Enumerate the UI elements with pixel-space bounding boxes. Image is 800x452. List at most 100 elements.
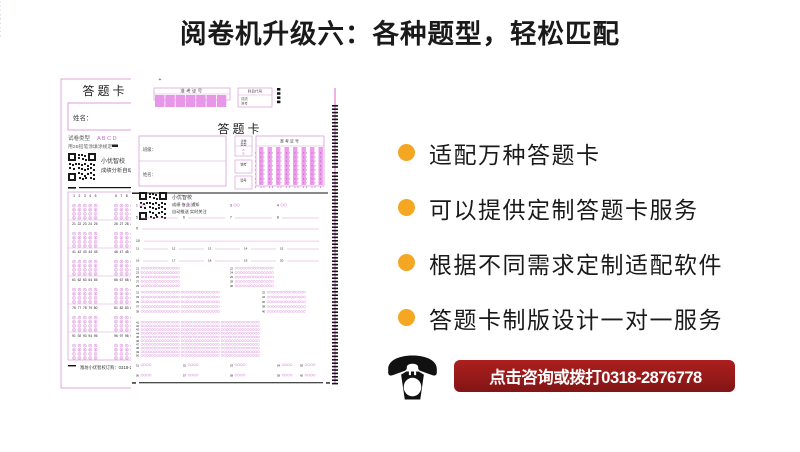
svg-text:82: 82 [120, 306, 124, 310]
svg-text:47: 47 [120, 250, 124, 254]
svg-text:8: 8 [0, 36, 1, 38]
svg-text:潍坊小优智校订购：0318-28: 潍坊小优智校订购：0318-28 [80, 364, 135, 371]
svg-text:24: 24 [88, 222, 92, 226]
svg-text:27: 27 [120, 222, 124, 226]
svg-text:14: 14 [244, 247, 248, 251]
svg-text:姓名：: 姓名： [143, 171, 156, 178]
svg-text:验号: 验号 [240, 178, 246, 183]
svg-text:37: 37 [136, 305, 140, 309]
svg-text:91: 91 [72, 334, 76, 338]
svg-text:15: 15 [280, 247, 284, 251]
svg-text:4: 4 [0, 19, 1, 21]
svg-text:80: 80 [94, 306, 98, 310]
svg-text:67: 67 [120, 278, 124, 282]
svg-text:22: 22 [230, 266, 234, 270]
svg-text:54: 54 [277, 363, 281, 367]
svg-text:52: 52 [183, 363, 187, 367]
svg-text:55: 55 [300, 363, 304, 367]
svg-text:61: 61 [72, 278, 76, 282]
svg-text:准考证号: 准考证号 [180, 88, 203, 95]
svg-text:7: 7 [0, 32, 1, 34]
svg-text:78: 78 [83, 306, 87, 310]
svg-text:43: 43 [83, 250, 87, 254]
svg-text:76: 76 [72, 306, 76, 310]
svg-text:66: 66 [114, 278, 118, 282]
svg-text:答题卡: 答题卡 [82, 83, 127, 98]
svg-text:试卷类型: 试卷类型 [68, 134, 91, 142]
svg-text:48: 48 [125, 250, 129, 254]
svg-text:22: 22 [78, 222, 82, 226]
svg-text:准考证号: 准考证号 [280, 138, 300, 144]
svg-text:44: 44 [88, 250, 92, 254]
svg-text:4: 4 [89, 194, 91, 198]
svg-text:姓名：: 姓名： [73, 113, 93, 122]
svg-text:7: 7 [120, 194, 122, 198]
svg-text:3: 3 [230, 204, 232, 208]
svg-text:65: 65 [94, 278, 98, 282]
svg-text:5: 5 [95, 194, 97, 198]
svg-text:26: 26 [114, 222, 118, 226]
svg-text:准考: 准考 [241, 101, 248, 106]
svg-text:8: 8 [277, 216, 279, 220]
svg-text:成绩 作业 通知: 成绩 作业 通知 [172, 201, 199, 208]
svg-text:45: 45 [94, 250, 98, 254]
svg-text:38: 38 [262, 305, 266, 309]
svg-text:31: 31 [136, 290, 140, 294]
svg-text:类型: 类型 [240, 142, 246, 147]
svg-text:0: 0 [0, 2, 1, 4]
svg-text:3: 3 [84, 194, 86, 198]
svg-text:23: 23 [83, 222, 87, 226]
svg-text:50: 50 [136, 354, 140, 358]
svg-text:94: 94 [88, 334, 92, 338]
svg-text:57: 57 [183, 374, 187, 378]
svg-text:10: 10 [136, 239, 140, 243]
svg-text:12: 12 [172, 247, 176, 251]
svg-text:2: 2 [183, 204, 185, 208]
svg-text:96: 96 [114, 334, 118, 338]
svg-text:小优智校: 小优智校 [101, 157, 125, 165]
svg-text:51: 51 [136, 363, 140, 367]
svg-text:79: 79 [88, 306, 92, 310]
svg-text:56: 56 [136, 374, 140, 378]
svg-text:18: 18 [208, 259, 212, 263]
svg-text:34: 34 [262, 295, 266, 299]
svg-text:11: 11 [136, 247, 139, 251]
svg-text:92: 92 [78, 334, 82, 338]
svg-text:41: 41 [72, 250, 76, 254]
svg-text:40: 40 [262, 310, 266, 314]
svg-text:32: 32 [262, 290, 266, 294]
svg-text:59: 59 [277, 374, 281, 378]
svg-text:25: 25 [94, 222, 98, 226]
svg-text:9: 9 [136, 227, 138, 231]
svg-text:63: 63 [83, 278, 87, 282]
svg-text:64: 64 [88, 278, 92, 282]
svg-text:62: 62 [78, 278, 82, 282]
svg-text:5: 5 [0, 23, 1, 25]
svg-text:26: 26 [230, 275, 234, 279]
svg-text:53: 53 [230, 363, 234, 367]
svg-text:36: 36 [262, 300, 266, 304]
svg-text:1: 1 [73, 194, 75, 198]
svg-text:B: B [242, 152, 244, 156]
svg-text:20: 20 [280, 259, 284, 263]
svg-text:13: 13 [208, 247, 212, 251]
svg-text:2: 2 [78, 194, 80, 198]
svg-text:成绩: 成绩 [241, 96, 248, 101]
svg-text:29: 29 [136, 284, 140, 288]
svg-text:28: 28 [230, 280, 234, 284]
svg-text:30: 30 [230, 284, 234, 288]
svg-text:19: 19 [244, 259, 248, 263]
svg-text:28: 28 [125, 222, 129, 226]
svg-text:39: 39 [136, 310, 140, 314]
svg-text:60: 60 [300, 374, 304, 378]
svg-text:6: 6 [115, 194, 117, 198]
svg-text:23: 23 [136, 271, 140, 275]
svg-text:4: 4 [277, 204, 279, 208]
svg-text:7: 7 [230, 216, 232, 220]
svg-text:小优智校: 小优智校 [172, 194, 192, 201]
svg-text:用2B铅笔涂填涂规定: 用2B铅笔涂填涂规定 [68, 143, 112, 150]
svg-text:17: 17 [172, 259, 176, 263]
svg-text:5: 5 [136, 216, 138, 220]
svg-text:95: 95 [94, 334, 98, 338]
svg-text:21: 21 [72, 222, 76, 226]
